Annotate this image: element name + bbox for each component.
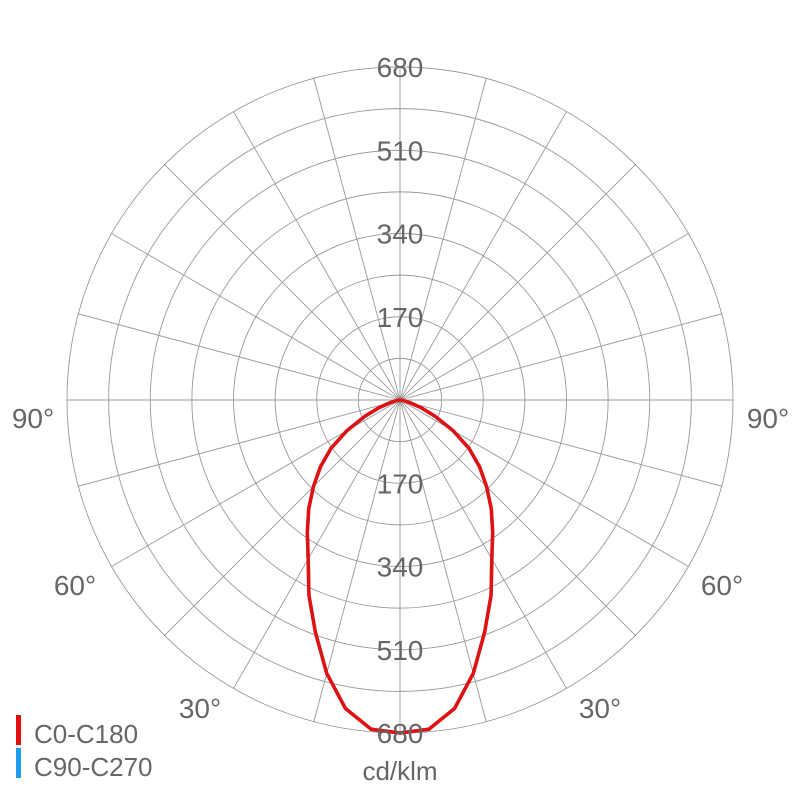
radial-tick-labels: 170 170 340 340 510 510 680 680 bbox=[377, 52, 424, 749]
angle-label: 90° bbox=[747, 403, 789, 434]
radial-tick-label: 510 bbox=[377, 635, 424, 666]
curves bbox=[305, 398, 495, 735]
angle-label: 90° bbox=[12, 403, 54, 434]
series-curve-c0-c180 bbox=[305, 398, 495, 735]
angle-labels: 90° 90° 60° 60° 30° 30° bbox=[12, 403, 789, 724]
radial-tick-label: 340 bbox=[377, 552, 424, 583]
legend-label-c90: C90-C270 bbox=[34, 752, 153, 782]
angle-label: 60° bbox=[701, 570, 743, 601]
radial-tick-label: 170 bbox=[377, 302, 424, 333]
radial-tick-label: 680 bbox=[377, 718, 424, 749]
radial-tick-label: 340 bbox=[377, 219, 424, 250]
radial-tick-label: 170 bbox=[377, 468, 424, 499]
radial-tick-label: 510 bbox=[377, 135, 424, 166]
angle-label: 30° bbox=[179, 693, 221, 724]
radial-tick-label: 680 bbox=[377, 52, 424, 83]
legend-swatch-c90 bbox=[16, 748, 21, 778]
angle-label: 30° bbox=[579, 693, 621, 724]
angle-label: 60° bbox=[54, 570, 96, 601]
unit-label: cd/klm bbox=[362, 756, 437, 786]
legend-swatch-c0 bbox=[16, 715, 21, 745]
legend: C0-C180 C90-C270 bbox=[16, 715, 153, 782]
legend-label-c0: C0-C180 bbox=[34, 719, 138, 749]
